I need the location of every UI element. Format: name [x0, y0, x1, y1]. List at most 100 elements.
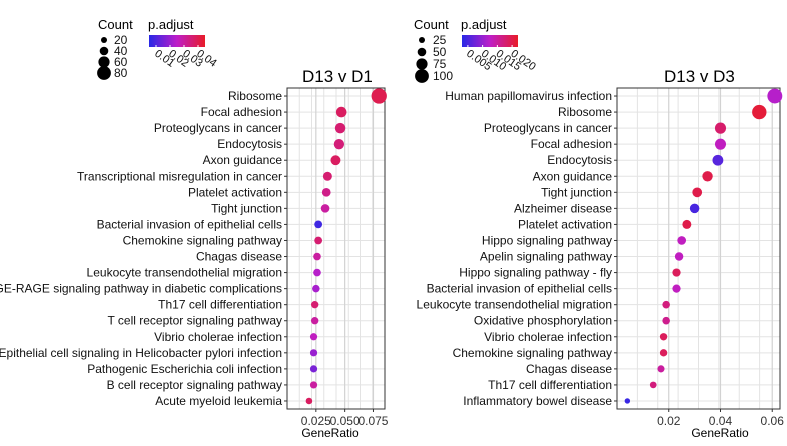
legend-size-dot: [98, 56, 110, 68]
data-point: [314, 236, 323, 245]
legend-count-title: Count: [98, 17, 133, 32]
data-points: [305, 88, 387, 405]
category-label: Platelet activation: [188, 185, 282, 199]
data-point: [309, 333, 318, 341]
data-point: [320, 204, 330, 213]
data-point: [692, 187, 703, 198]
data-point: [312, 284, 320, 293]
legend-size-dot: [417, 47, 427, 57]
legend-size-label: 75: [433, 57, 447, 71]
data-point: [335, 106, 347, 118]
data-point: [371, 88, 387, 104]
legend-size-label: 60: [114, 55, 128, 69]
legend-size-dot: [416, 58, 428, 70]
category-label: Proteoglycans in cancer: [484, 121, 612, 135]
category-label: AGE-RAGE signaling pathway in diabetic c…: [0, 282, 282, 296]
data-point: [662, 316, 670, 325]
category-label: Oxidative phosphorylation: [474, 314, 612, 328]
data-point: [321, 187, 331, 197]
category-label: T cell receptor signaling pathway: [107, 314, 282, 328]
legend-size-label: 20: [114, 33, 128, 47]
data-point: [624, 398, 631, 404]
category-label: Chagas disease: [196, 250, 282, 264]
data-point: [649, 381, 657, 389]
data-point: [305, 397, 313, 405]
legend-padjust-title: p.adjust: [461, 17, 507, 32]
category-label: Th17 cell differentiation: [488, 378, 612, 392]
data-point: [310, 317, 319, 325]
category-label: Axon guidance: [533, 169, 613, 183]
legend-padjust: 0.010.020.030.04: [149, 35, 219, 70]
data-point: [674, 252, 684, 261]
data-point: [672, 268, 681, 277]
legend-padjust-title: p.adjust: [148, 17, 194, 32]
data-point: [309, 349, 318, 357]
category-label: Human papillomavirus infection: [445, 89, 612, 103]
x-tick-label: 0.050: [330, 414, 360, 428]
data-point: [659, 349, 668, 357]
legend-size-label: 100: [433, 69, 453, 83]
category-label: Chagas disease: [526, 362, 612, 376]
category-label: Hippo signaling pathway: [482, 233, 612, 247]
category-label: Ribosome: [558, 105, 612, 119]
legend-size-label: 25: [433, 33, 447, 47]
x-tick-label: 0.04: [709, 414, 733, 428]
data-point: [752, 104, 767, 120]
category-label: Bacterial invasion of epithelial cells: [97, 217, 282, 231]
data-point: [314, 220, 323, 229]
data-point: [714, 138, 727, 150]
legend-size-dot: [97, 66, 111, 80]
legend-size-dot: [99, 46, 109, 56]
x-axis-label: GeneRatio: [301, 426, 359, 440]
category-label: Vibrio cholerae infection: [484, 330, 612, 344]
legend-color-bar: [462, 35, 518, 47]
category-label: Endocytosis: [217, 137, 282, 151]
category-label: Platelet activation: [518, 217, 612, 231]
data-point: [659, 333, 668, 341]
panel-d13-v-d1: Count p.adjust D13 v D1 GeneRatio Riboso…: [0, 17, 389, 440]
legend-size-label: 40: [114, 44, 128, 58]
x-axis-ticks: 0.02 0.04 0.06: [657, 409, 784, 428]
category-label: Vibrio cholerae infection: [154, 330, 282, 344]
legend-size-dot: [415, 69, 429, 83]
data-point: [714, 122, 727, 134]
x-tick-label: 0.06: [761, 414, 785, 428]
x-tick-label: 0.075: [358, 414, 388, 428]
category-label: Th17 cell differentiation: [158, 298, 282, 312]
data-point: [333, 139, 345, 150]
plot-border: [616, 87, 781, 410]
data-point: [672, 284, 681, 293]
category-label: Pathogenic Escherichia coli infection: [87, 362, 282, 376]
data-points: [624, 88, 783, 404]
legend-count-title: Count: [414, 17, 449, 32]
category-label: Proteoglycans in cancer: [154, 121, 282, 135]
legend-size-label: 80: [114, 66, 128, 80]
plot-grid: [616, 87, 781, 410]
data-point: [657, 365, 665, 373]
data-point: [313, 252, 321, 261]
category-label: Alzheimer disease: [514, 201, 612, 215]
panel-d13-v-d3: Count p.adjust D13 v D3 GeneRatio Human …: [414, 17, 784, 440]
data-point: [322, 171, 332, 181]
data-point: [712, 154, 724, 166]
category-label: Chemokine signaling pathway: [453, 346, 612, 360]
category-label: Inflammatory bowel disease: [463, 394, 612, 408]
category-label: Axon guidance: [203, 153, 283, 167]
data-point: [702, 171, 713, 182]
data-point: [309, 381, 318, 389]
data-point: [662, 300, 670, 309]
plot-grid: [286, 87, 386, 410]
category-label: Epithelial cell signaling in Helicobacte…: [0, 346, 282, 360]
legend-size-label: 50: [433, 45, 447, 59]
category-label: Bacterial invasion of epithelial cells: [427, 282, 612, 296]
data-point: [309, 365, 318, 373]
plot-border: [286, 87, 386, 410]
category-label: Apelin signaling pathway: [480, 250, 612, 264]
category-label: Leukocyte transendothelial migration: [417, 298, 612, 312]
data-point: [313, 268, 321, 277]
category-label: Ribosome: [228, 89, 282, 103]
